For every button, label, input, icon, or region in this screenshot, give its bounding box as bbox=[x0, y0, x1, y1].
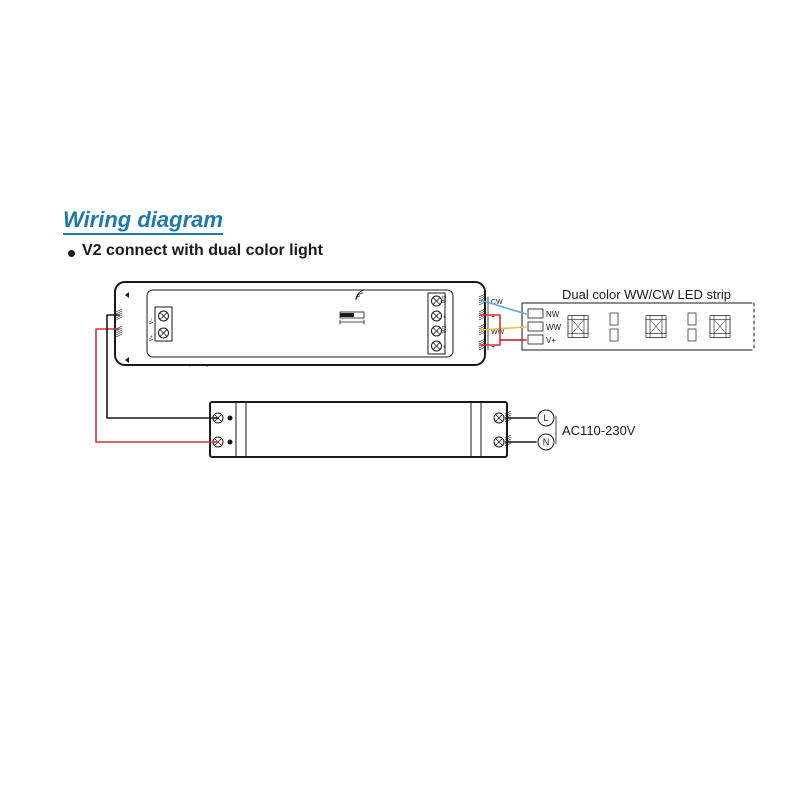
svg-text:N: N bbox=[543, 437, 550, 447]
svg-text:V+: V+ bbox=[149, 335, 155, 341]
svg-text:V−: V− bbox=[149, 318, 155, 324]
svg-text:NW: NW bbox=[546, 310, 560, 319]
svg-text:WW: WW bbox=[491, 329, 505, 336]
diagram-canvas: V−V+W2CW++W1WW++LNNWWWV+ bbox=[0, 0, 800, 800]
svg-text:W2: W2 bbox=[442, 295, 448, 303]
svg-text:WW: WW bbox=[546, 323, 562, 332]
svg-text:L: L bbox=[543, 413, 548, 423]
svg-text:V+: V+ bbox=[546, 336, 556, 345]
svg-text:W1: W1 bbox=[442, 325, 448, 333]
svg-text:+: + bbox=[442, 345, 448, 348]
svg-text:+: + bbox=[442, 315, 448, 318]
